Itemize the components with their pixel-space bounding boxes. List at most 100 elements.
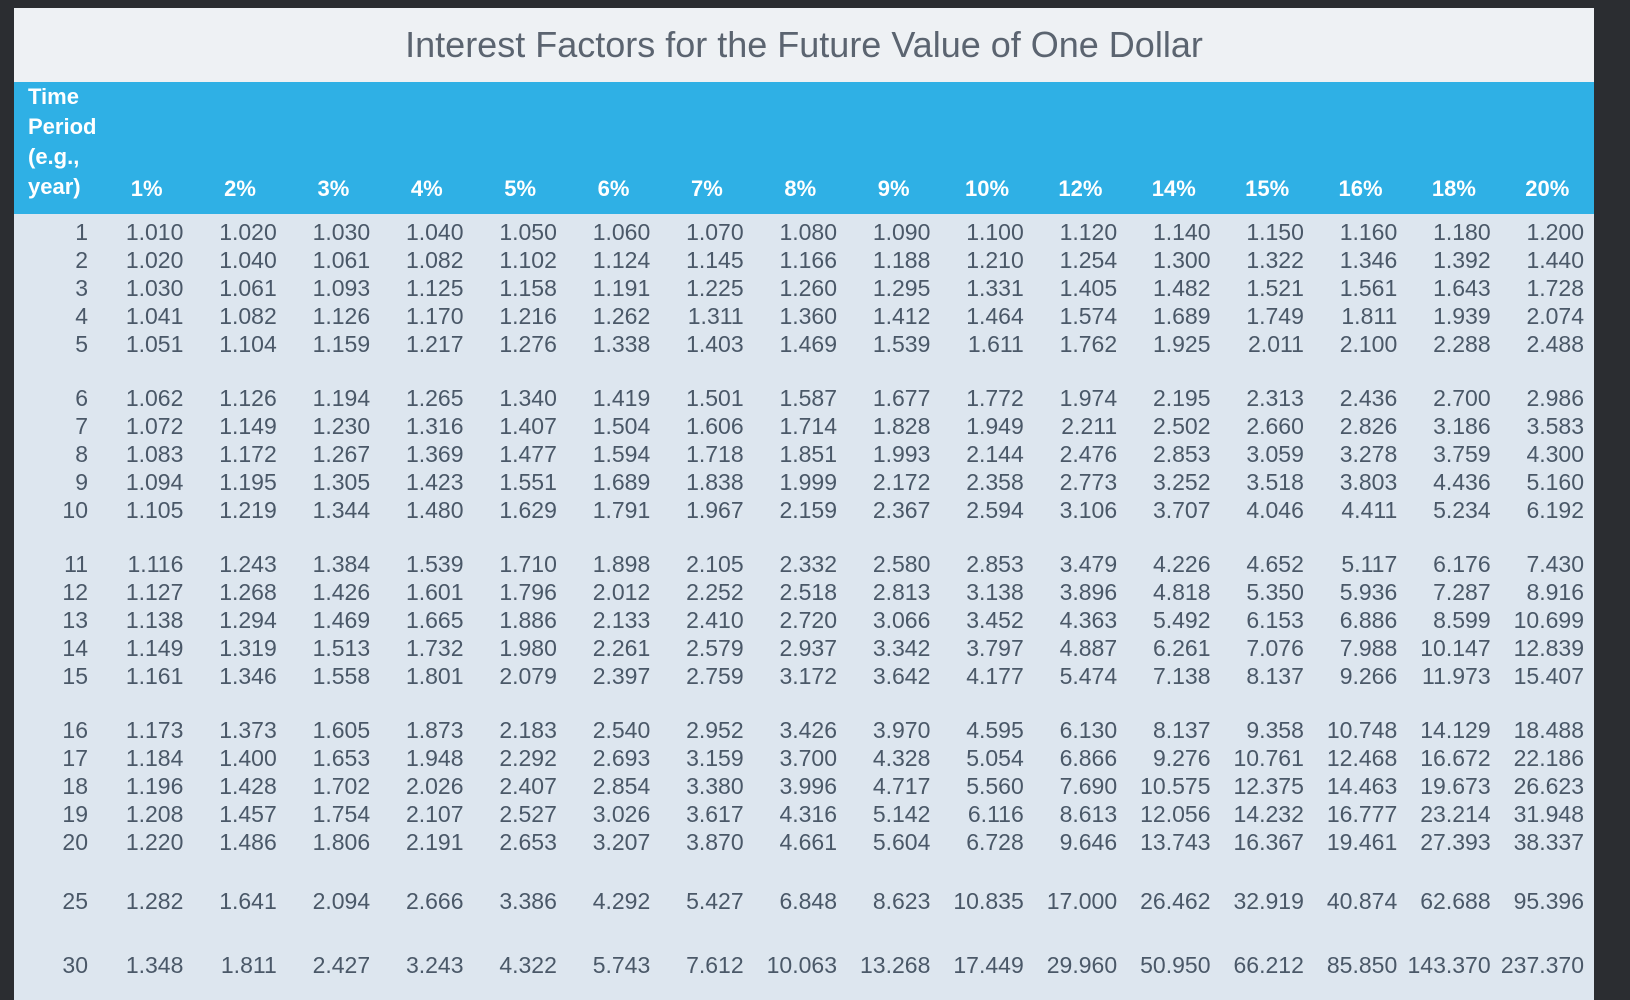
factor-cell: 3.707 <box>1152 496 1211 523</box>
factor-cell: 1.173 <box>125 716 184 743</box>
factor-cell: 1.732 <box>405 634 464 661</box>
factor-cell: 2.666 <box>405 887 464 914</box>
factor-cell: 1.243 <box>219 550 277 577</box>
period-header-line: year) <box>28 174 81 199</box>
factor-cell: 4.436 <box>1433 468 1491 495</box>
factor-cell: 5.427 <box>686 887 744 914</box>
factor-cell: 2.853 <box>966 550 1024 577</box>
factor-cell: 1.041 <box>125 302 184 329</box>
factor-cell: 1.801 <box>405 662 464 689</box>
factor-cell: 1.412 <box>872 302 931 329</box>
period-cell: 15 <box>62 662 88 689</box>
factor-cell: 1.149 <box>125 634 184 661</box>
group-spacer <box>14 690 1594 716</box>
factor-cell: 31.948 <box>1513 800 1584 827</box>
factor-cell: 27.393 <box>1420 828 1491 855</box>
factor-cell: 1.469 <box>312 606 371 633</box>
factor-cell: 8.623 <box>872 887 931 914</box>
factor-cell: 2.100 <box>1339 330 1398 357</box>
factor-cell: 12.056 <box>1140 800 1211 827</box>
factor-cell: 1.104 <box>219 330 277 357</box>
factor-cell: 15.407 <box>1513 662 1584 689</box>
table-row: 11 1.116 1.243 1.384 1.539 1.710 1.898 2.105 2.3… <box>14 550 1594 578</box>
factor-cell: 5.117 <box>1341 550 1398 577</box>
factor-cell: 8.613 <box>1059 800 1118 827</box>
factor-cell: 3.797 <box>966 634 1024 661</box>
factor-cell: 8.137 <box>1152 716 1211 743</box>
factor-cell: 2.144 <box>966 440 1024 467</box>
factor-cell: 1.194 <box>312 384 371 411</box>
period-cell: 4 <box>75 302 88 329</box>
factor-cell: 1.316 <box>405 412 464 439</box>
period-cell: 19 <box>62 800 88 827</box>
factor-cell: 38.337 <box>1513 828 1584 855</box>
factor-cell: 2.854 <box>592 772 651 799</box>
period-cell: 1 <box>75 218 88 245</box>
factor-cell: 3.896 <box>1059 578 1118 605</box>
factor-cell: 1.558 <box>312 662 371 689</box>
factor-cell: 1.605 <box>312 716 371 743</box>
factor-cell: 12.839 <box>1513 634 1584 661</box>
factor-cell: 5.743 <box>592 951 651 978</box>
factor-cell: 1.060 <box>592 218 651 245</box>
factor-cell: 1.811 <box>220 951 277 978</box>
factor-cell: 1.125 <box>405 274 464 301</box>
factor-cell: 1.051 <box>125 330 184 357</box>
interest-factor-table: Time Period (e.g., year) 1% 2% 3% 4% 5% 6% 7% 8… <box>14 82 1594 984</box>
factor-cell: 2.094 <box>312 887 371 914</box>
factor-cell: 3.970 <box>872 716 931 743</box>
factor-cell: 3.380 <box>686 772 744 799</box>
factor-cell: 1.791 <box>592 496 651 523</box>
factor-cell: 1.254 <box>1059 246 1118 273</box>
factor-cell: 8.599 <box>1433 606 1491 633</box>
rate-column-header: 9% <box>847 82 941 214</box>
factor-cell: 2.211 <box>1061 412 1118 439</box>
factor-cell: 1.180 <box>1433 218 1491 245</box>
factor-cell: 2.518 <box>779 578 837 605</box>
factor-cell: 1.480 <box>405 496 464 523</box>
factor-cell: 1.838 <box>686 468 744 495</box>
factor-cell: 2.026 <box>405 772 464 799</box>
factor-cell: 2.195 <box>1152 384 1211 411</box>
factor-cell: 8.137 <box>1246 662 1304 689</box>
factor-cell: 2.358 <box>966 468 1024 495</box>
factor-cell: 19.461 <box>1326 828 1398 855</box>
factor-cell: 2.292 <box>499 744 557 771</box>
factor-cell: 1.140 <box>1152 218 1211 245</box>
factor-cell: 1.539 <box>405 550 464 577</box>
factor-cell: 1.127 <box>125 578 184 605</box>
factor-cell: 3.342 <box>872 634 931 661</box>
factor-cell: 1.170 <box>405 302 464 329</box>
factor-cell: 1.407 <box>499 412 557 439</box>
factor-cell: 1.020 <box>125 246 184 273</box>
factor-cell: 1.159 <box>312 330 371 357</box>
table-row: 4 1.041 1.082 1.126 1.170 1.216 1.262 1.311 1.36… <box>14 302 1594 330</box>
rate-column-header: 15% <box>1220 82 1314 214</box>
factor-cell: 1.126 <box>219 384 277 411</box>
factor-cell: 1.262 <box>592 302 651 329</box>
period-cell: 17 <box>62 744 88 771</box>
factor-cell: 1.294 <box>219 606 277 633</box>
period-cell: 13 <box>62 606 88 633</box>
factor-cell: 5.234 <box>1433 496 1491 523</box>
table-row: 2 1.020 1.040 1.061 1.082 1.102 1.124 1.145 1.16… <box>14 246 1594 274</box>
factor-cell: 2.502 <box>1152 412 1211 439</box>
period-cell: 8 <box>75 440 88 467</box>
factor-cell: 1.828 <box>872 412 931 439</box>
factor-cell: 1.040 <box>405 218 464 245</box>
factor-cell: 1.440 <box>1526 246 1584 273</box>
factor-cell: 1.100 <box>966 218 1024 245</box>
factor-cell: 1.373 <box>219 716 277 743</box>
factor-cell: 10.748 <box>1326 716 1398 743</box>
factor-cell: 17.000 <box>1046 887 1118 914</box>
table-row: 20 1.220 1.486 1.806 2.191 2.653 3.207 3.870 4.6… <box>14 828 1594 856</box>
factor-cell: 6.728 <box>966 828 1024 855</box>
factor-cell: 11.973 <box>1421 662 1491 689</box>
period-cell: 18 <box>62 772 88 799</box>
factor-cell: 2.367 <box>872 496 931 523</box>
factor-cell: 1.070 <box>686 218 744 245</box>
factor-cell: 3.243 <box>405 951 464 978</box>
factor-cell: 2.759 <box>686 662 744 689</box>
spacer-cell <box>14 690 1594 716</box>
factor-cell: 1.728 <box>1526 274 1584 301</box>
